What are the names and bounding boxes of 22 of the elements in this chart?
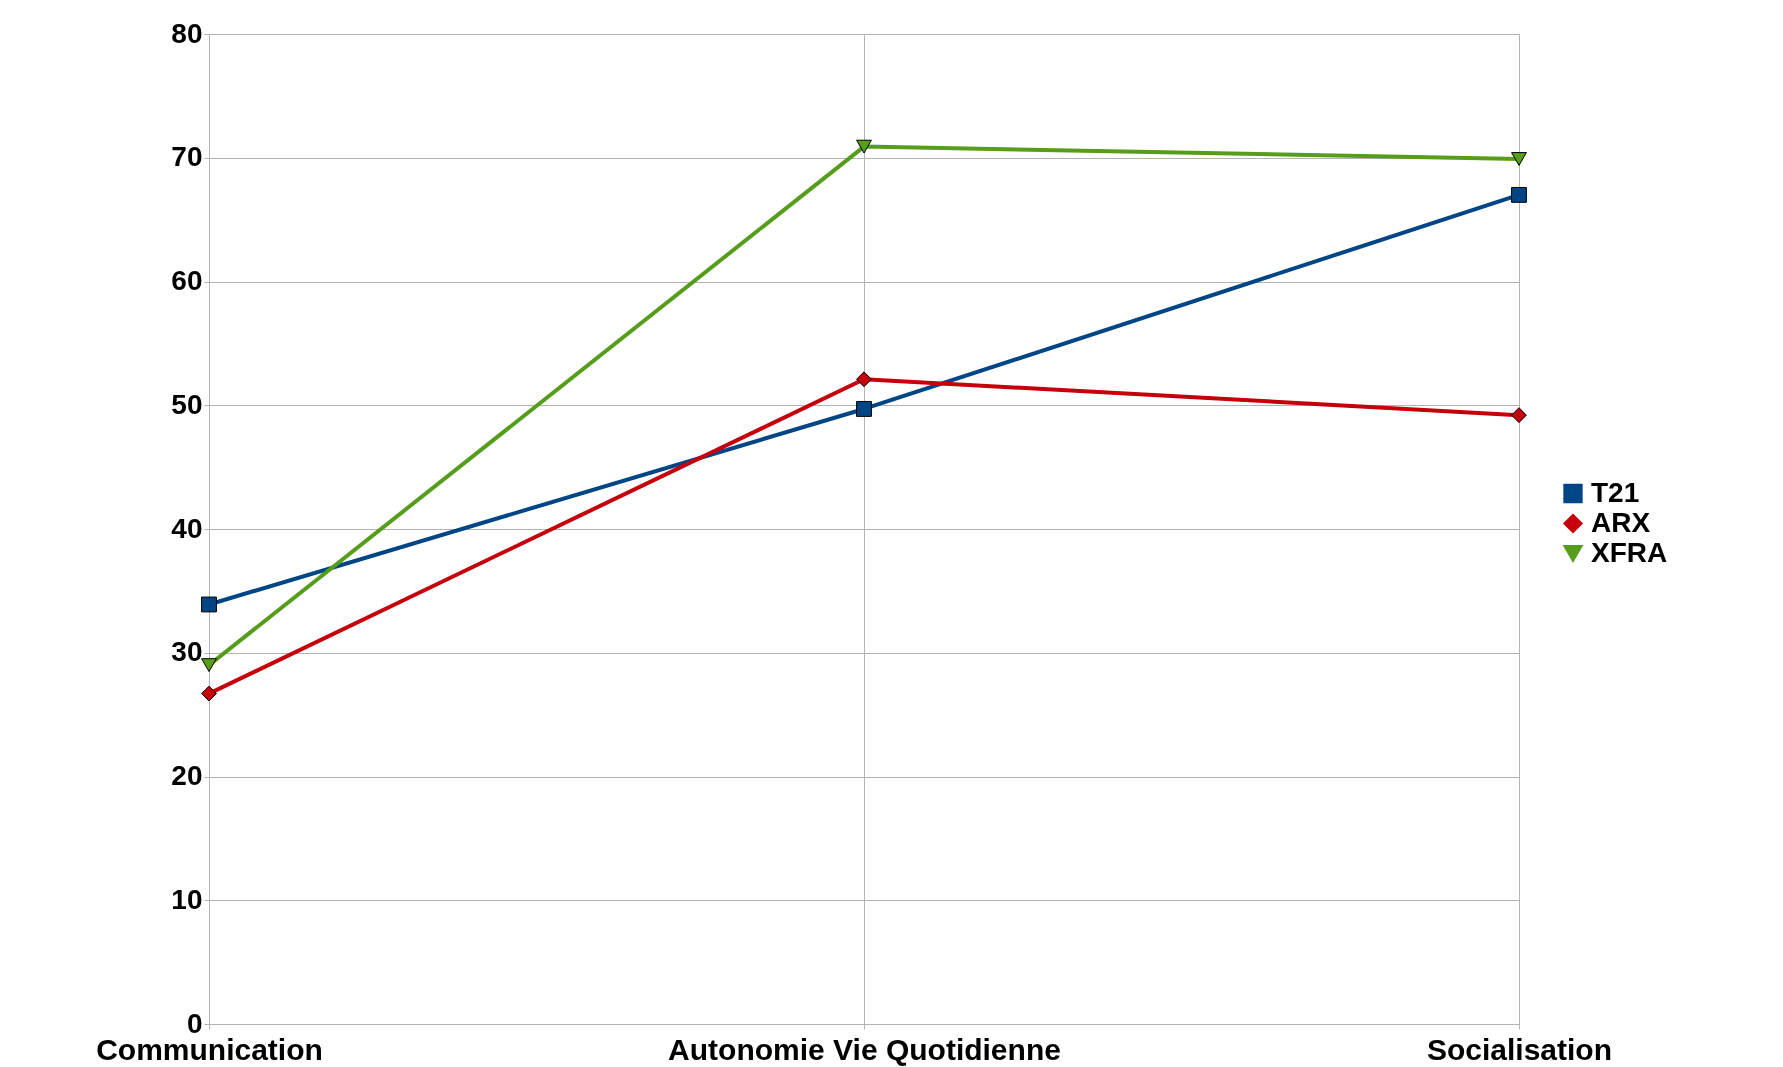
point (856, 139, 872, 154)
legend-label: T21 (1591, 476, 1640, 508)
y-tick-label: 20 (171, 760, 203, 791)
point (1511, 186, 1527, 203)
y-tick-label: 50 (171, 388, 203, 420)
point (1511, 152, 1527, 166)
y-tick-label: 60 (171, 265, 203, 296)
legend-label: ARX (1591, 506, 1651, 538)
point (1511, 407, 1527, 424)
y-tick-label: 80 (171, 17, 203, 49)
y-tick-label: 10 (171, 883, 203, 915)
legend-label: XFRA (1591, 536, 1668, 568)
point (856, 401, 872, 417)
point (201, 685, 217, 702)
y-tick-label: 70 (171, 141, 203, 173)
point (201, 596, 217, 613)
x-tick-label: Autonomie Vie Quotidienne (668, 1032, 1061, 1066)
y-tick-label: 40 (171, 512, 203, 544)
y-tick-label: 30 (171, 636, 203, 668)
point (201, 658, 217, 673)
x-tick-label: Socialisation (1426, 1032, 1613, 1066)
point (856, 371, 872, 388)
